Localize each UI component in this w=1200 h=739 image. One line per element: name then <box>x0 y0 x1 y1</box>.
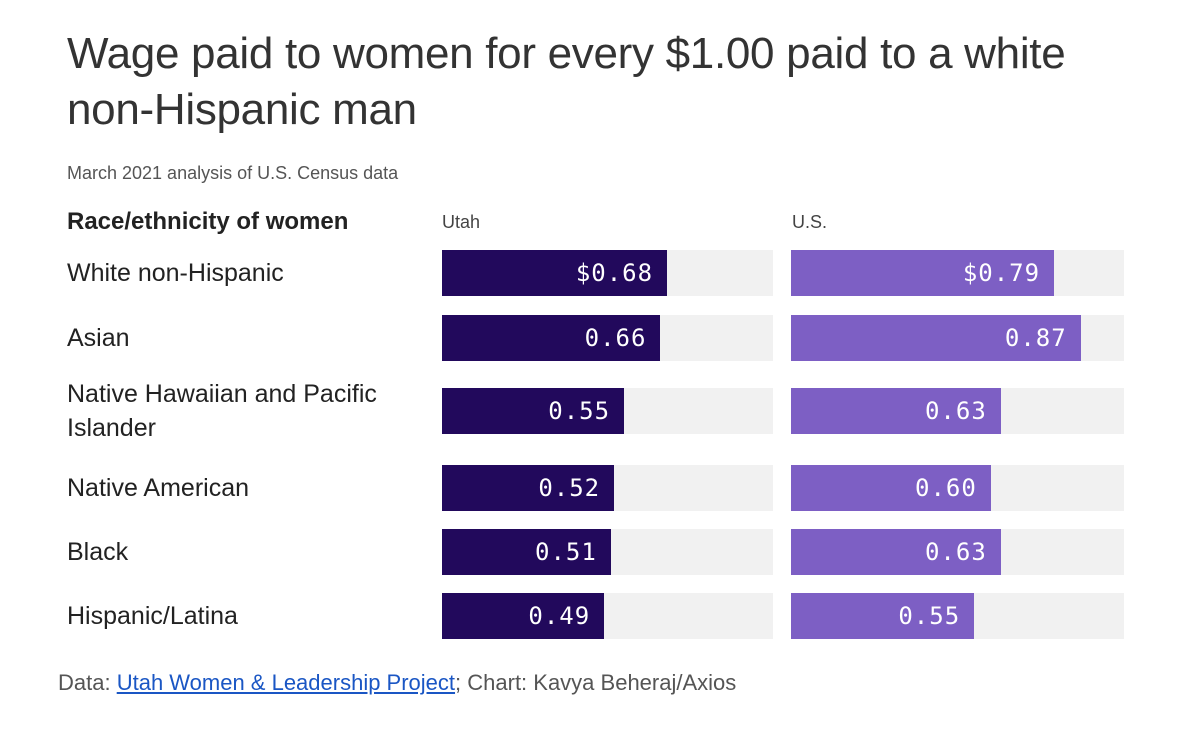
bar-track-us: 0.63 <box>791 529 1124 575</box>
bar-utah: 0.51 <box>442 529 611 575</box>
bar-us: 0.63 <box>791 529 1001 575</box>
bar-track-utah: 0.49 <box>442 593 773 639</box>
bar-track-us: $0.79 <box>791 250 1124 296</box>
column-header-utah: Utah <box>442 212 481 232</box>
bar-us: 0.87 <box>791 315 1081 361</box>
bar-utah: 0.55 <box>442 388 625 434</box>
bar-utah: 0.49 <box>442 593 605 639</box>
bar-track-utah: 0.51 <box>442 529 773 575</box>
bar-utah: 0.52 <box>442 465 615 511</box>
bar-track-utah: 0.55 <box>442 388 773 434</box>
bar-track-utah: 0.66 <box>442 315 773 361</box>
source-link[interactable]: Utah Women & Leadership Project <box>116 670 456 695</box>
source-footer: Data: Utah Women & Leadership Project; C… <box>58 670 736 696</box>
chart-subtitle: March 2021 analysis of U.S. Census data <box>67 163 399 183</box>
bar-track-utah: $0.68 <box>442 250 773 296</box>
source-prefix: Data: <box>58 670 117 695</box>
chart-title: Wage paid to women for every $1.00 paid … <box>67 29 1066 134</box>
row-label: White non-Hispanic <box>67 259 284 287</box>
bar-us: 0.60 <box>791 465 991 511</box>
row-label: Native Hawaiian and Pacific Islander <box>67 380 377 442</box>
bar-us: 0.55 <box>791 593 975 639</box>
bar-utah: $0.68 <box>442 250 668 296</box>
bar-track-us: 0.60 <box>791 465 1124 511</box>
bar-us: $0.79 <box>791 250 1055 296</box>
column-header-us: U.S. <box>792 212 828 232</box>
row-label: Native American <box>67 474 250 502</box>
row-label: Asian <box>67 324 130 352</box>
bar-track-utah: 0.52 <box>442 465 773 511</box>
bar-utah: 0.66 <box>442 315 661 361</box>
row-header: Race/ethnicity of women <box>67 208 349 235</box>
row-label: Hispanic/Latina <box>67 602 238 630</box>
bar-track-us: 0.87 <box>791 315 1124 361</box>
credit-text: ; Chart: Kavya Beheraj/Axios <box>455 670 737 695</box>
bar-track-us: 0.55 <box>791 593 1124 639</box>
bar-us: 0.63 <box>791 388 1001 434</box>
row-label: Black <box>67 538 129 566</box>
bar-track-us: 0.63 <box>791 388 1124 434</box>
